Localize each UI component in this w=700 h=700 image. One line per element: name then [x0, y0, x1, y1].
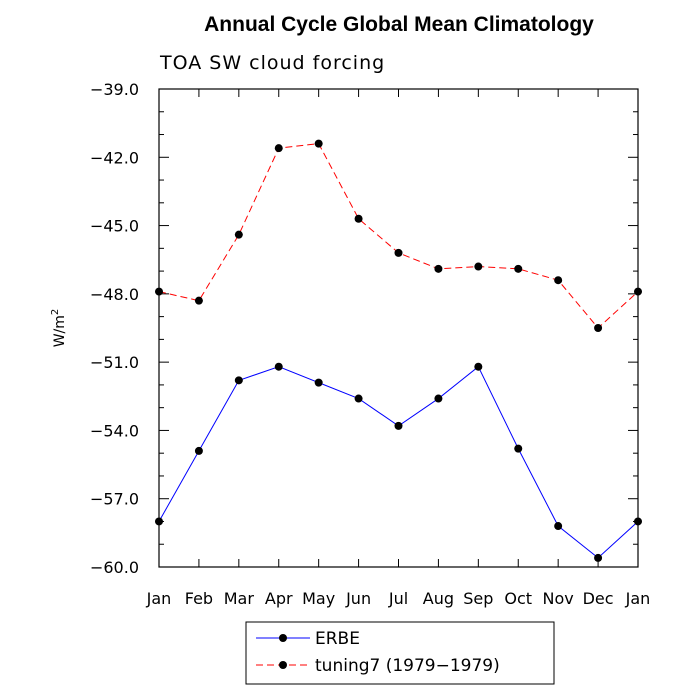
data-point-erbe [234, 376, 243, 385]
data-point-tuning7-1979-1979 [514, 264, 523, 273]
data-point-tuning7-1979-1979 [194, 296, 203, 305]
data-point-tuning7-1979-1979 [394, 248, 403, 257]
data-point-tuning7-1979-1979 [634, 287, 642, 296]
y-tick-label: −42.0 [90, 148, 139, 167]
x-tick-label: Sep [463, 589, 493, 608]
data-point-erbe [554, 522, 563, 531]
x-tick-label: Jul [388, 589, 408, 608]
y-tick-label: −54.0 [90, 421, 139, 440]
data-point-erbe [514, 444, 523, 453]
x-tick-label: Mar [224, 589, 255, 608]
y-axis-label-superscript: 2 [50, 309, 61, 315]
data-point-erbe [314, 378, 323, 387]
data-point-tuning7-1979-1979 [354, 214, 363, 223]
plot-frame [158, 88, 639, 568]
legend-label-erbe: ERBE [315, 629, 360, 649]
data-point-erbe [274, 362, 283, 371]
x-tick-label: May [302, 589, 335, 608]
data-point-erbe [474, 362, 483, 371]
y-tick-label: −60.0 [90, 558, 139, 577]
data-point-tuning7-1979-1979 [314, 139, 323, 148]
series-layer [155, 139, 642, 562]
series-line-erbe [158, 365, 639, 559]
data-point-tuning7-1979-1979 [434, 264, 443, 273]
y-tick-labels: −39.0 −42.0 −45.0 −48.0 −51.0 −54.0 −57.0 −60.0 [90, 80, 139, 577]
y-tick-label: −48.0 [90, 285, 139, 304]
data-point-tuning7-1979-1979 [554, 276, 563, 285]
data-point-erbe [155, 517, 163, 526]
data-point-erbe [434, 394, 443, 403]
x-tick-label: Aug [423, 589, 454, 608]
data-point-tuning7-1979-1979 [155, 287, 163, 296]
x-tick-label: Jan [146, 589, 172, 608]
x-tick-label: Apr [265, 589, 293, 608]
y-axis-label: W/m2 [50, 309, 68, 348]
axis-ticks [158, 88, 639, 568]
y-tick-label: −45.0 [90, 217, 139, 236]
x-tick-label: Oct [504, 589, 532, 608]
legend-marker-tuning7 [279, 661, 287, 669]
x-tick-labels: Jan Feb Mar Apr May Jun Jul Aug Sep Oct Nov Dec Jan [146, 589, 651, 608]
chart-title: Annual Cycle Global Mean Climatology [204, 13, 594, 36]
x-tick-label: Feb [185, 589, 213, 608]
data-point-tuning7-1979-1979 [234, 230, 243, 239]
data-point-erbe [634, 517, 642, 526]
y-axis-label-text: W/m [52, 315, 68, 347]
legend-label-tuning7: tuning7 (1979−1979) [315, 656, 500, 676]
y-tick-label: −57.0 [90, 490, 139, 509]
legend-marker-erbe [279, 634, 287, 642]
y-tick-label: −51.0 [90, 353, 139, 372]
chart-subtitle: TOA SW cloud forcing [159, 52, 385, 74]
data-point-tuning7-1979-1979 [474, 262, 483, 271]
x-tick-label: Dec [583, 589, 614, 608]
data-point-erbe [594, 553, 603, 562]
y-tick-label: −39.0 [90, 80, 139, 99]
x-tick-label: Jun [345, 589, 371, 608]
series-line-tuning7-1979-1979 [158, 143, 639, 329]
x-tick-label: Nov [543, 589, 574, 608]
data-point-tuning7-1979-1979 [274, 144, 283, 153]
data-point-erbe [394, 421, 403, 430]
legend-box [245, 621, 555, 685]
data-point-tuning7-1979-1979 [594, 324, 603, 332]
x-tick-label: Jan [625, 589, 651, 608]
data-point-erbe [194, 446, 203, 455]
data-point-erbe [354, 394, 363, 403]
